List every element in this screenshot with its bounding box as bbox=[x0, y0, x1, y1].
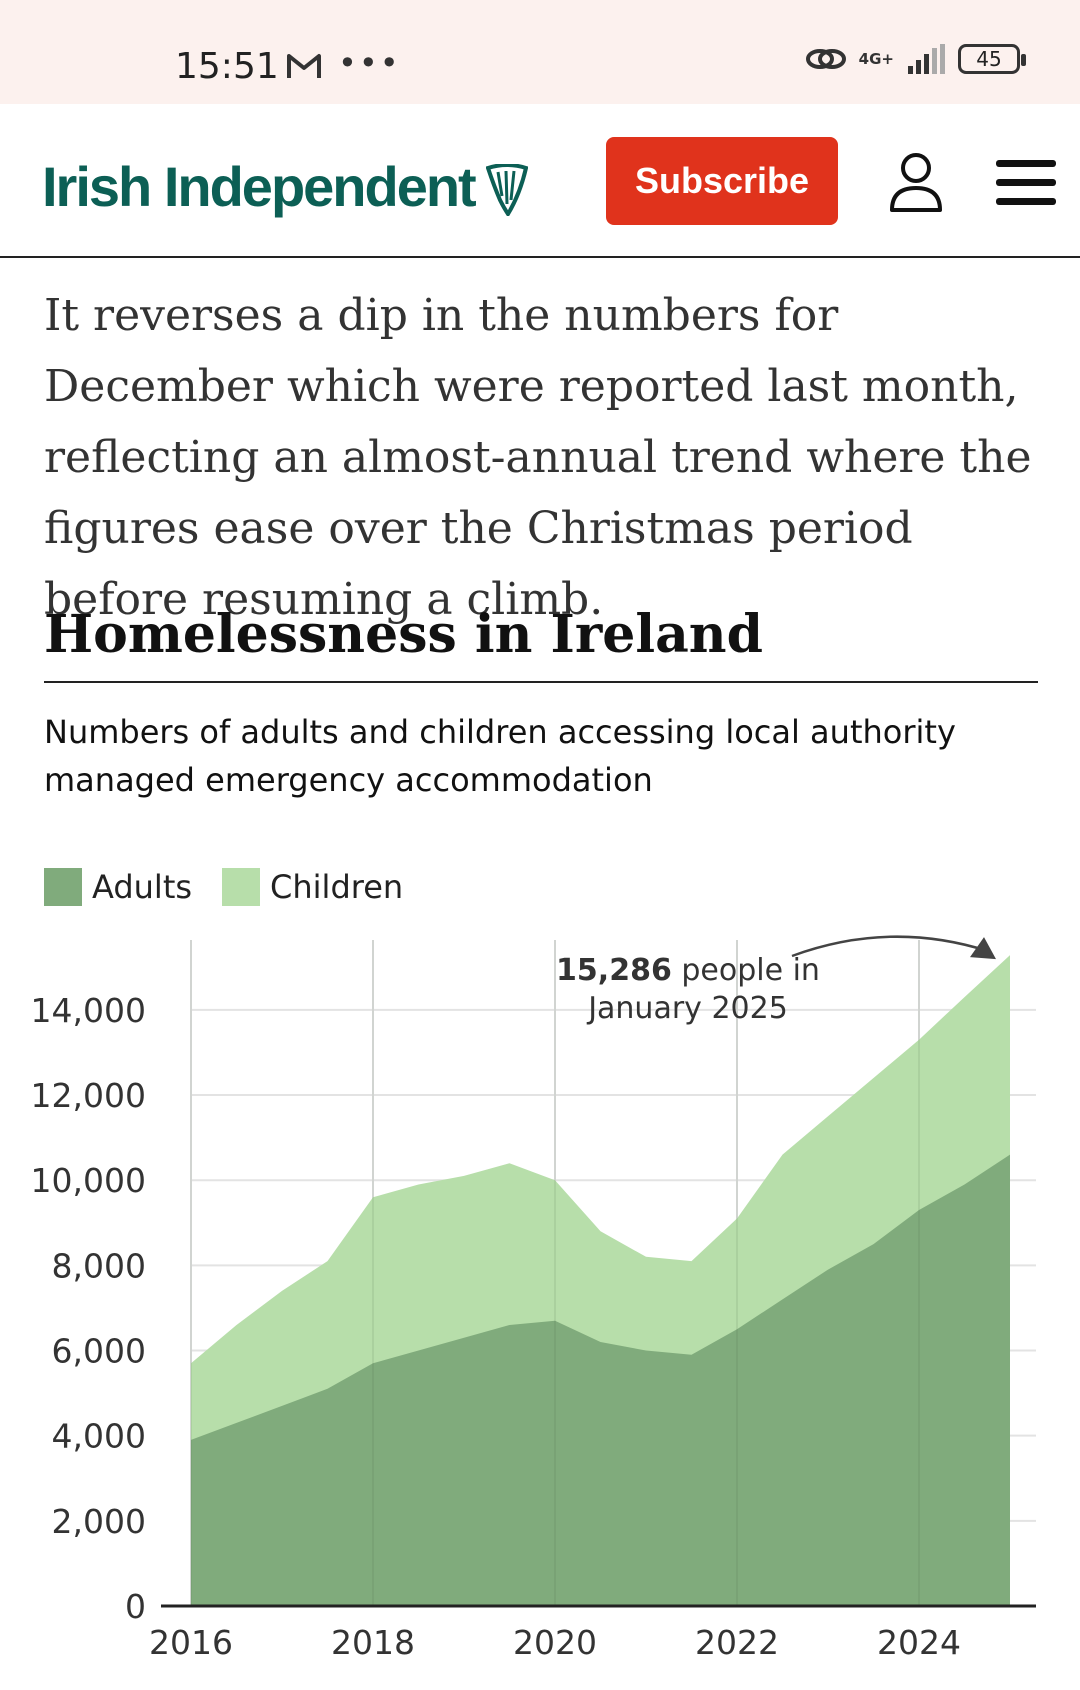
annotation-line2: January 2025 bbox=[586, 991, 788, 1026]
title-divider bbox=[44, 681, 1038, 683]
x-tick-label-2018: 2018 bbox=[331, 1623, 415, 1662]
annotation-arrow bbox=[791, 935, 989, 958]
area-adults bbox=[191, 1154, 1010, 1606]
annotation-text: people in bbox=[672, 953, 820, 988]
annotation-line1: 15,286 people in bbox=[556, 953, 820, 988]
annotation-arrowhead bbox=[970, 937, 996, 960]
harp-icon bbox=[486, 164, 528, 216]
homelessness-area-chart: 02,0004,0006,0008,00010,00012,00014,000 … bbox=[31, 935, 1036, 1662]
legend-item-children: Children bbox=[222, 868, 403, 906]
y-axis-labels: 0 2,000 4,000 6,000 8,000 10,000 12,000 14,000 bbox=[31, 991, 146, 1626]
status-icons: 4G+ 45 bbox=[805, 44, 1026, 74]
legend-label-children: Children bbox=[270, 868, 404, 906]
signal-icon bbox=[908, 44, 945, 74]
y-tick-label-14,000: 14,000 bbox=[31, 991, 146, 1030]
y-tick-label-10,000: 10,000 bbox=[31, 1161, 146, 1200]
legend-swatch-children bbox=[222, 868, 261, 906]
chart-legend: Adults Children bbox=[44, 868, 433, 906]
status-time: 15:51 bbox=[175, 46, 279, 87]
x-tick-label-2016: 2016 bbox=[149, 1623, 233, 1662]
x-axis-labels: 2016 2018 2020 2022 2024 bbox=[149, 1623, 961, 1662]
vertical-gridlines-overlay bbox=[190, 940, 920, 1606]
y-tick-label-12,000: 12,000 bbox=[31, 1076, 146, 1115]
legend-swatch-adults bbox=[44, 868, 82, 906]
status-bar: 15:51 ••• 4G+ 45 bbox=[0, 0, 1080, 104]
annotation-value: 15,286 bbox=[556, 953, 672, 988]
brand-logo[interactable]: Irish Independent bbox=[42, 155, 477, 218]
y-tick-label-0: 0 bbox=[125, 1587, 146, 1626]
y-tick-label-4,000: 4,000 bbox=[52, 1417, 146, 1456]
x-tick-label-2022: 2022 bbox=[695, 1623, 779, 1662]
x-tick-label-2024: 2024 bbox=[877, 1623, 961, 1662]
article-paragraph: It reverses a dip in the numbers for Dec… bbox=[44, 290, 1032, 625]
x-tick-label-2020: 2020 bbox=[513, 1623, 597, 1662]
y-tick-label-2,000: 2,000 bbox=[52, 1502, 146, 1541]
gmail-icon bbox=[287, 54, 321, 78]
network-type: 4G+ bbox=[858, 50, 894, 68]
subscribe-button[interactable]: Subscribe bbox=[606, 137, 838, 225]
chart-subtitle: Numbers of adults and children accessing… bbox=[44, 713, 956, 799]
link-icon bbox=[805, 49, 846, 69]
account-icon[interactable] bbox=[888, 152, 944, 212]
y-tick-label-6,000: 6,000 bbox=[52, 1332, 146, 1371]
hamburger-menu-icon[interactable] bbox=[996, 160, 1056, 206]
more-notifications-icon: ••• bbox=[338, 44, 401, 82]
y-tick-label-8,000: 8,000 bbox=[52, 1246, 146, 1285]
chart-annotation: 15,286 people in January 2025 bbox=[556, 935, 996, 1026]
chart-title: Homelessness in Ireland bbox=[44, 604, 763, 665]
legend-item-adults: Adults bbox=[44, 868, 192, 906]
battery-icon: 45 bbox=[958, 44, 1026, 74]
legend-label-adults: Adults bbox=[92, 868, 193, 906]
site-header: Irish Independent Subscribe bbox=[0, 104, 1080, 258]
